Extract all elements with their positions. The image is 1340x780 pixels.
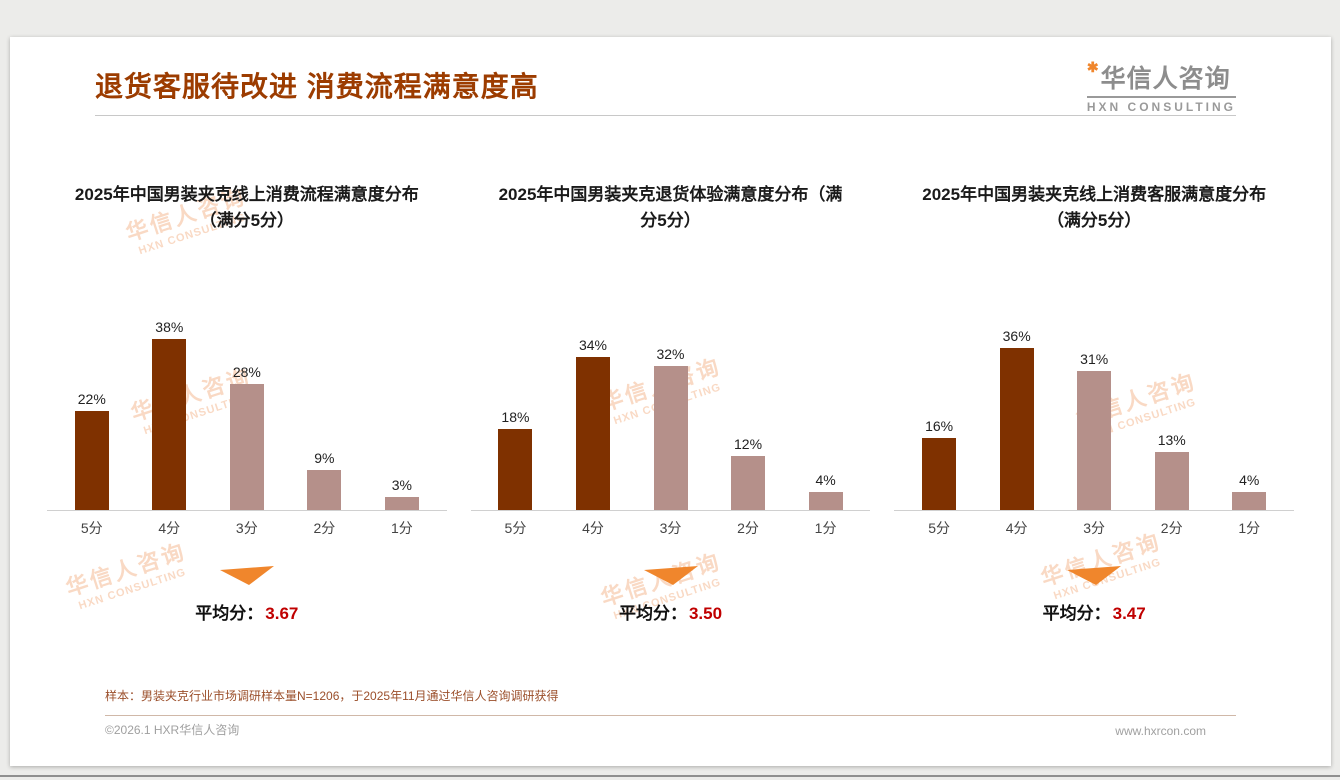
- chart-consumption-process: 2025年中国男装夹克线上消费流程满意度分布（满分5分） 22% 38% 28% 9%…: [35, 182, 459, 624]
- bottom-edge-line: [0, 775, 1340, 777]
- down-arrow-icon: [643, 566, 699, 586]
- bar-value-label: 38%: [155, 319, 184, 335]
- logo-cn: ✱华信人咨询: [1087, 59, 1236, 95]
- bar-group: 9%: [296, 449, 352, 510]
- average-value: 3.47: [1112, 604, 1146, 623]
- page-title: 退货客服待改进 消费流程满意度高: [95, 71, 539, 102]
- chart-title: 2025年中国男装夹克线上消费客服满意度分布（满分5分）: [922, 185, 1267, 231]
- bar-value-label: 4%: [1239, 472, 1260, 488]
- average-row: 平均分： 3.67: [47, 599, 447, 624]
- average-value: 3.67: [265, 604, 299, 623]
- bar-group: 38%: [141, 319, 197, 510]
- down-arrow-icon: [1066, 566, 1122, 586]
- bar-value-label: 31%: [1080, 350, 1109, 367]
- chart-return-experience: 2025年中国男装夹克退货体验满意度分布（满分5分） 18% 34% 32% 12% 4…: [459, 182, 883, 624]
- bar-value-label: 36%: [1002, 328, 1031, 344]
- category-label: 2分: [737, 520, 759, 536]
- category-label: 2分: [1160, 520, 1183, 536]
- average-label: 平均分：: [195, 604, 264, 623]
- category-label: 5分: [928, 520, 950, 536]
- footer-divider: [105, 715, 1236, 716]
- bar-group: 34%: [565, 337, 621, 510]
- bar-value-label: 22%: [77, 391, 106, 407]
- bar-group: 32%: [643, 346, 699, 510]
- bar: [922, 438, 957, 510]
- charts-row: 2025年中国男装夹克线上消费流程满意度分布（满分5分） 22% 38% 28% 9%…: [35, 182, 1306, 624]
- bar-group: 13%: [1144, 431, 1200, 510]
- bar: [384, 496, 419, 510]
- category-label: 5分: [504, 520, 527, 536]
- bar-group: 4%: [798, 472, 854, 510]
- category-label: 4分: [158, 520, 181, 536]
- bar-group: 31%: [1066, 350, 1122, 510]
- down-arrow-icon: [219, 566, 275, 586]
- brand-logo: ✱华信人咨询 HXN CONSULTING: [1086, 59, 1236, 114]
- bar: [498, 429, 533, 510]
- bar: [307, 469, 342, 510]
- category-label: 4分: [1005, 520, 1028, 536]
- plot: 16% 36% 31% 13% 4%: [894, 291, 1295, 511]
- bar: [731, 456, 766, 510]
- average-label: 平均分：: [618, 604, 687, 623]
- categories: 5分 4分 3分 2分 1分: [47, 518, 447, 538]
- sample-note: 样本：男装夹克行业市场调研样本量N=1206，于2025年11月通过华信人咨询调…: [105, 689, 559, 703]
- bar: [653, 366, 688, 510]
- logo-cn-text: 华信人咨询: [1100, 65, 1231, 93]
- average-row: 平均分： 3.50: [471, 599, 871, 624]
- category-label: 2分: [313, 520, 336, 536]
- category-label: 3分: [659, 520, 682, 536]
- copyright: ©2026.1 HXR华信人咨询: [105, 723, 240, 737]
- plot: 22% 38% 28% 9% 3%: [47, 291, 447, 511]
- bar: [229, 384, 264, 510]
- bar-value-label: 13%: [1157, 431, 1186, 448]
- bar-value-label: 32%: [656, 346, 685, 362]
- bar-group: 16%: [911, 418, 967, 510]
- category-label: 4分: [582, 520, 604, 536]
- category-label: 3分: [1083, 520, 1106, 536]
- website-url: www.hxrcon.com: [1115, 724, 1206, 738]
- bar-group: 3%: [374, 476, 430, 510]
- bar-value-label: 4%: [815, 472, 836, 488]
- category-label: 1分: [1238, 520, 1261, 536]
- category-label: 1分: [814, 520, 837, 536]
- bar-group: 18%: [487, 409, 543, 510]
- categories: 5分 4分 3分 2分 1分: [471, 518, 871, 538]
- bar: [999, 348, 1034, 510]
- chart-customer-service: 2025年中国男装夹克线上消费客服满意度分布（满分5分） 16% 36% 31% 13…: [882, 182, 1306, 624]
- bar-group: 22%: [64, 391, 120, 510]
- category-label: 1分: [390, 520, 413, 536]
- bar-group: 12%: [720, 436, 776, 510]
- bar: [152, 339, 187, 510]
- category-label: 5分: [80, 520, 103, 536]
- bar-value-label: 18%: [501, 409, 530, 425]
- logo-star-icon: ✱: [1086, 59, 1100, 75]
- bar-value-label: 3%: [391, 476, 412, 493]
- categories: 5分 4分 3分 2分 1分: [894, 518, 1294, 538]
- bar-value-label: 16%: [925, 418, 954, 434]
- chart-title: 2025年中国男装夹克线上消费流程满意度分布（满分5分）: [74, 185, 419, 231]
- average-row: 平均分： 3.47: [894, 599, 1294, 624]
- bar-group: 4%: [1221, 472, 1277, 510]
- bar-group: 28%: [219, 364, 275, 510]
- bar: [74, 411, 109, 510]
- bar: [575, 357, 610, 510]
- average-value: 3.50: [688, 604, 723, 623]
- slide-card: 华信人咨询 HXN CONSULTING 华信人咨询 HXN CONSULTIN…: [10, 37, 1331, 766]
- bar-value-label: 34%: [578, 337, 607, 353]
- category-label: 3分: [235, 520, 258, 536]
- bar-value-label: 9%: [314, 449, 335, 466]
- bar-value-label: 28%: [232, 364, 261, 380]
- bar-value-label: 12%: [734, 436, 763, 452]
- title-divider: [95, 115, 1236, 116]
- average-label: 平均分：: [1042, 604, 1111, 623]
- plot: 18% 34% 32% 12% 4%: [470, 291, 871, 511]
- logo-en: HXN CONSULTING: [1086, 96, 1236, 114]
- bar-group: 36%: [989, 328, 1045, 510]
- chart-title: 2025年中国男装夹克退货体验满意度分布（满分5分）: [498, 185, 843, 231]
- bar: [808, 492, 843, 510]
- bar: [1077, 370, 1112, 510]
- bar: [1232, 492, 1267, 510]
- bar: [1154, 451, 1189, 510]
